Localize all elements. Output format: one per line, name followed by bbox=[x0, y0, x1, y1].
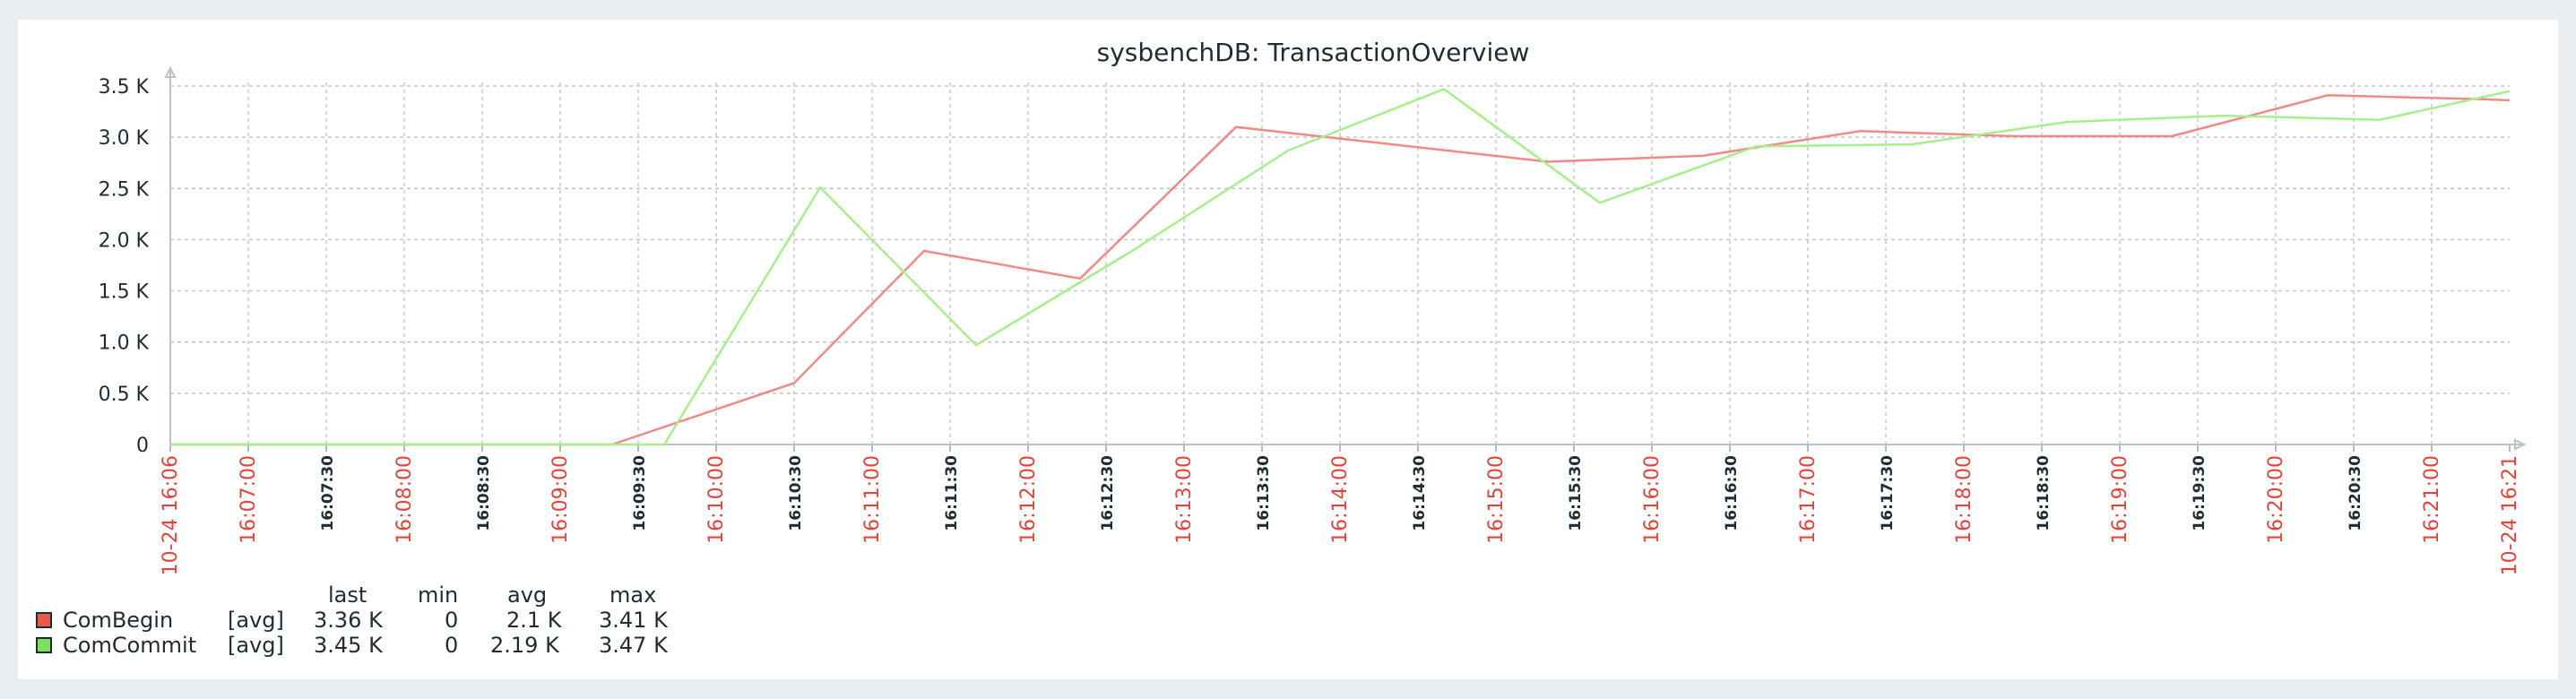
y-tick-label: 1.5 K bbox=[99, 281, 150, 304]
x-tick-label: 16:13:30 bbox=[1255, 455, 1273, 531]
graph-panel: sysbenchDB: TransactionOverview 0 0.5 K 1.0… bbox=[18, 20, 2558, 679]
y-axis-arrow bbox=[164, 65, 177, 78]
x-tick-label: 16:19:00 bbox=[2109, 455, 2131, 544]
legend-value-avg: 2.19 K bbox=[490, 633, 559, 658]
x-tick-label: 16:21:00 bbox=[2421, 455, 2443, 544]
legend-series-func: [avg] bbox=[228, 633, 284, 658]
legend-series-func: [avg] bbox=[228, 608, 284, 633]
chart-title: sysbenchDB: TransactionOverview bbox=[1097, 38, 1530, 67]
chart: sysbenchDB: TransactionOverview 0 0.5 K 1.0… bbox=[99, 38, 2527, 575]
y-tick-label: 0 bbox=[136, 435, 149, 457]
x-tick-label: 16:16:00 bbox=[1641, 455, 1664, 544]
legend-value-min: 0 bbox=[445, 633, 459, 658]
y-tick-label: 3.0 K bbox=[99, 127, 150, 150]
x-tick-label: 16:11:00 bbox=[861, 455, 884, 544]
x-tick-label: 16:17:00 bbox=[1797, 455, 1820, 544]
x-tick-label: 16:20:30 bbox=[2347, 455, 2364, 531]
x-tick-label: 16:14:30 bbox=[1411, 455, 1429, 531]
x-tick-label: 16:07:00 bbox=[238, 455, 260, 544]
x-tick-label: 16:08:30 bbox=[475, 455, 493, 531]
x-tick-label: 16:12:30 bbox=[1099, 455, 1117, 531]
legend-header-last: last bbox=[328, 582, 367, 608]
legend-swatch-combegin bbox=[36, 612, 52, 628]
legend-swatch-comcommit bbox=[36, 637, 52, 653]
x-tick-label: 16:15:30 bbox=[1567, 455, 1585, 531]
legend-value-max: 3.41 K bbox=[599, 608, 668, 633]
x-tick-label: 16:15:00 bbox=[1485, 455, 1508, 544]
x-tick-label: 16:09:30 bbox=[631, 455, 649, 531]
legend-value-max: 3.47 K bbox=[599, 633, 668, 658]
x-tick-label: 16:10:30 bbox=[787, 455, 805, 531]
x-tick-label: 16:18:30 bbox=[2035, 455, 2053, 531]
x-tick-label: 16:14:00 bbox=[1329, 455, 1352, 544]
x-tick-label: 16:09:00 bbox=[549, 455, 572, 544]
legend-header-avg: avg bbox=[507, 582, 548, 608]
x-tick-label: 16:18:00 bbox=[1953, 455, 1975, 544]
x-tick-label: 16:08:00 bbox=[393, 455, 416, 544]
x-tick-label: 16:11:30 bbox=[943, 455, 961, 531]
x-tick-label: 16:19:30 bbox=[2191, 455, 2209, 531]
x-tick-label: 16:17:30 bbox=[1879, 455, 1897, 531]
x-tick-label: 16:20:00 bbox=[2265, 455, 2287, 544]
legend-header-max: max bbox=[609, 582, 657, 608]
y-tick-label: 3.5 K bbox=[99, 76, 150, 99]
legend-value-min: 0 bbox=[445, 608, 459, 633]
x-tick-label: 16:10:00 bbox=[705, 455, 728, 544]
series-line-comcommit bbox=[170, 88, 2511, 446]
legend-series-name: ComCommit bbox=[63, 633, 197, 658]
legend-value-last: 3.45 K bbox=[314, 633, 383, 658]
y-tick-label: 0.5 K bbox=[99, 384, 150, 406]
legend-series-name: ComBegin bbox=[63, 608, 174, 633]
y-tick-label: 1.0 K bbox=[99, 332, 150, 355]
x-tick-label: 16:16:30 bbox=[1723, 455, 1741, 531]
x-tick-label: 10-24 16:06 bbox=[160, 455, 182, 575]
y-tick-label: 2.5 K bbox=[99, 178, 150, 201]
x-tick-label: 16:13:00 bbox=[1173, 455, 1196, 544]
legend-header-min: min bbox=[418, 582, 459, 608]
x-tick-label: 16:12:00 bbox=[1017, 455, 1040, 544]
legend-value-avg: 2.1 K bbox=[506, 608, 562, 633]
y-tick-label: 2.0 K bbox=[99, 229, 150, 252]
legend-value-last: 3.36 K bbox=[314, 608, 383, 633]
x-tick-label: 16:07:30 bbox=[319, 455, 337, 531]
x-tick-label: 10-24 16:21 bbox=[2499, 455, 2521, 575]
x-axis-arrow bbox=[2514, 438, 2527, 451]
